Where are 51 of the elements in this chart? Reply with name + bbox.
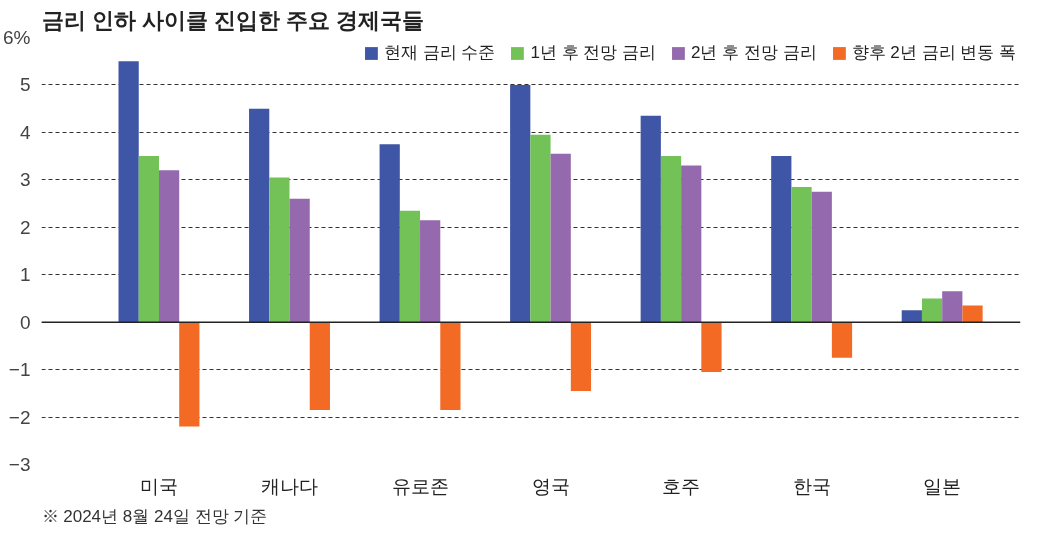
y-tick-label: −2: [8, 406, 31, 428]
bar: [771, 156, 792, 323]
y-tick-label: 6%: [3, 27, 31, 48]
bar: [962, 305, 983, 323]
bar: [681, 165, 702, 323]
bar: [420, 220, 441, 323]
bar: [440, 322, 461, 410]
bar: [399, 210, 421, 323]
bar: [660, 156, 682, 323]
bar: [570, 322, 592, 391]
bar: [921, 298, 943, 323]
legend-label: 1년 후 전망 금리: [530, 42, 657, 64]
bar: [550, 153, 571, 323]
y-tick-label: 2: [19, 216, 31, 238]
bar: [811, 191, 832, 323]
bar: [510, 84, 531, 323]
bar: [379, 144, 400, 323]
bar: [289, 198, 310, 323]
bar: [118, 61, 139, 323]
bar: [942, 291, 963, 323]
bar: [640, 115, 661, 323]
legend-label: 향후 2년 금리 변동 폭: [851, 42, 1016, 64]
bar: [701, 322, 722, 372]
bar: [138, 156, 159, 323]
x-tick-label: 호주: [662, 475, 701, 497]
chart-title: 금리 인하 사이클 진입한 주요 경제국들: [41, 7, 425, 33]
y-tick-label: 1: [19, 264, 31, 286]
legend-label: 현재 금리 수준: [383, 42, 496, 64]
y-tick-label: 5: [19, 74, 31, 96]
text: ※ 2024년 8월 24일 전망 기준: [41, 506, 268, 526]
bar: [530, 134, 551, 323]
bar: [791, 186, 812, 323]
bar: [249, 108, 270, 323]
bar: [179, 322, 200, 427]
y-tick-label: −3: [8, 454, 31, 475]
x-tick-label: 한국: [792, 475, 831, 497]
x-tick-label: 일본: [923, 475, 962, 497]
x-tick-label: 미국: [139, 475, 178, 497]
bar: [309, 322, 330, 410]
bar: [269, 177, 290, 323]
y-tick-label: 4: [19, 121, 31, 143]
y-tick-label: −1: [8, 359, 31, 381]
legend-label: 2년 후 전망 금리: [691, 42, 817, 64]
x-tick-label: 영국: [531, 475, 570, 497]
y-tick-label: 3: [19, 169, 31, 191]
x-tick-label: 유로존: [391, 475, 449, 497]
bar: [158, 170, 180, 323]
bar: [831, 322, 853, 358]
y-tick-label: 0: [19, 311, 31, 333]
bar: [901, 310, 922, 323]
x-tick-label: 캐나다: [261, 475, 319, 497]
